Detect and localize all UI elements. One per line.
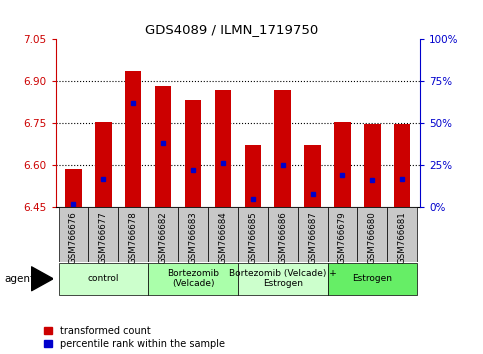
Bar <box>334 122 351 207</box>
Text: Bortezomib (Velcade) +
Estrogen: Bortezomib (Velcade) + Estrogen <box>229 269 337 289</box>
Text: GSM766687: GSM766687 <box>308 211 317 264</box>
Bar <box>364 124 381 207</box>
Bar <box>215 90 231 207</box>
Bar <box>155 86 171 207</box>
FancyBboxPatch shape <box>58 207 88 262</box>
FancyBboxPatch shape <box>238 207 268 262</box>
Text: Estrogen: Estrogen <box>353 274 392 283</box>
FancyBboxPatch shape <box>88 207 118 262</box>
Bar <box>274 90 291 207</box>
FancyBboxPatch shape <box>387 207 417 262</box>
Bar <box>95 122 112 207</box>
Text: Bortezomib
(Velcade): Bortezomib (Velcade) <box>167 269 219 289</box>
FancyBboxPatch shape <box>148 207 178 262</box>
Text: GSM766678: GSM766678 <box>129 211 138 264</box>
Bar <box>185 100 201 207</box>
Text: GSM766676: GSM766676 <box>69 211 78 264</box>
FancyBboxPatch shape <box>118 207 148 262</box>
Polygon shape <box>31 267 53 291</box>
FancyBboxPatch shape <box>327 263 417 295</box>
Text: GSM766683: GSM766683 <box>188 211 198 264</box>
FancyBboxPatch shape <box>208 207 238 262</box>
Text: GSM766680: GSM766680 <box>368 211 377 264</box>
Text: agent: agent <box>5 274 35 284</box>
FancyBboxPatch shape <box>357 207 387 262</box>
Bar <box>304 145 321 207</box>
FancyBboxPatch shape <box>58 263 148 295</box>
Text: GSM766684: GSM766684 <box>218 211 227 264</box>
Text: GSM766682: GSM766682 <box>158 211 168 264</box>
FancyBboxPatch shape <box>178 207 208 262</box>
FancyBboxPatch shape <box>148 263 238 295</box>
Text: GSM766677: GSM766677 <box>99 211 108 264</box>
FancyBboxPatch shape <box>327 207 357 262</box>
Bar <box>65 169 82 207</box>
Text: GSM766686: GSM766686 <box>278 211 287 264</box>
Bar <box>244 145 261 207</box>
Text: GSM766681: GSM766681 <box>398 211 407 264</box>
FancyBboxPatch shape <box>298 207 327 262</box>
FancyBboxPatch shape <box>238 263 327 295</box>
Text: GSM766679: GSM766679 <box>338 211 347 264</box>
FancyBboxPatch shape <box>268 207 298 262</box>
Text: GSM766685: GSM766685 <box>248 211 257 264</box>
Bar <box>125 71 142 207</box>
Legend: transformed count, percentile rank within the sample: transformed count, percentile rank withi… <box>43 326 225 349</box>
Bar <box>394 124 411 207</box>
Text: control: control <box>87 274 119 283</box>
Text: GDS4089 / ILMN_1719750: GDS4089 / ILMN_1719750 <box>145 23 318 36</box>
